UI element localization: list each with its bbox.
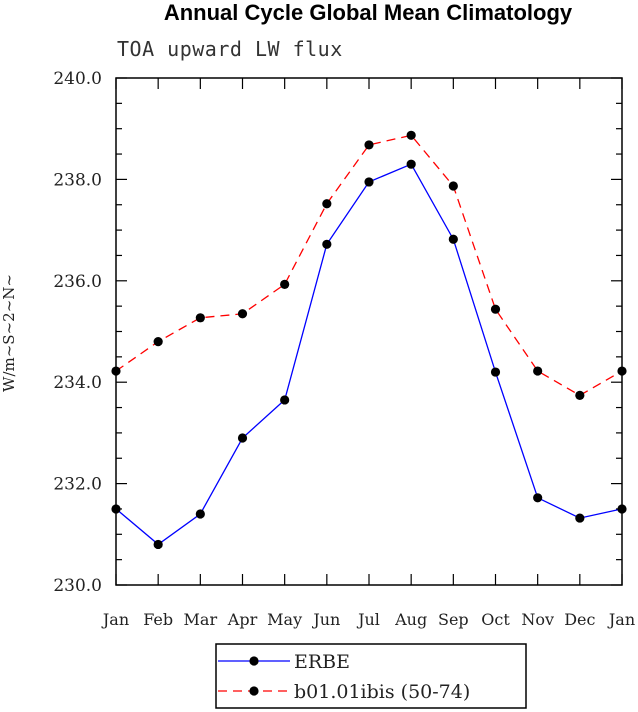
legend-marker-erbe [249, 656, 259, 666]
x-tick-label: Mar [184, 610, 218, 629]
series-0-point [617, 504, 627, 514]
x-tick-label: Jan [607, 610, 635, 629]
series-1-point [490, 304, 501, 314]
series-1-point [617, 366, 627, 376]
series-1-point [280, 279, 290, 289]
plot-frame [115, 77, 623, 586]
x-tick-label: Nov [521, 610, 554, 629]
legend-label-b01: b01.01ibis (50-74) [294, 681, 470, 703]
series-0-point [364, 177, 374, 187]
x-tick-label: May [267, 610, 302, 629]
axes: 230.0 232.0 234.0 236.0 238.0 240.0 Jan Feb Mar A… [53, 69, 635, 629]
series-0-point [195, 509, 205, 519]
legend-marker-b01 [249, 686, 259, 696]
x-tick-label: Dec [564, 610, 595, 629]
legend-box [215, 643, 527, 709]
chart-subtitle: TOA upward LW flux [117, 37, 343, 61]
series-1-point [322, 199, 332, 209]
series-1-point [406, 130, 416, 140]
x-tick-label: Jan [101, 610, 129, 629]
series-1-point [237, 309, 248, 319]
y-tick-label: 232.0 [53, 475, 102, 495]
series-1-point [364, 140, 374, 150]
y-tick-label: 240.0 [53, 69, 102, 89]
series-0-point [322, 239, 332, 249]
y-axis-label: W/m~S~2~N~ [0, 274, 18, 392]
series-0-point [490, 367, 501, 377]
series-line-0 [115, 163, 623, 546]
x-tick-label: Jul [356, 610, 380, 629]
chart-title: Annual Cycle Global Mean Climatology [164, 0, 573, 25]
legend: ERBE b01.01ibis (50-74) [215, 643, 527, 709]
x-tick-label: Oct [481, 610, 510, 629]
series-0-point [280, 395, 290, 405]
x-tick-label: Apr [227, 610, 258, 629]
x-tick-label: Aug [394, 610, 427, 629]
x-tick-label: Jun [311, 610, 340, 629]
series-0-point [533, 493, 543, 503]
series-0-point [153, 539, 163, 550]
series-1-point [195, 313, 205, 323]
series-1-point [153, 337, 163, 347]
series-line-1 [115, 134, 623, 397]
series-1-point [448, 181, 458, 191]
x-tick-label: Sep [438, 610, 469, 629]
series-0-point [448, 234, 458, 244]
series-1-point [111, 366, 121, 376]
y-tick-label: 236.0 [53, 272, 102, 292]
series-0-point [575, 513, 585, 523]
legend-label-erbe: ERBE [294, 651, 350, 673]
y-tick-label: 238.0 [53, 170, 102, 190]
y-tick-label: 234.0 [53, 373, 102, 393]
y-tick-label: 230.0 [53, 576, 102, 596]
series-1-point [533, 366, 543, 376]
x-tick-label: Feb [143, 610, 173, 629]
series-0-point [237, 433, 248, 443]
series-layer [111, 130, 627, 550]
series-0-point [111, 504, 121, 514]
series-1-point [575, 390, 585, 400]
series-0-point [406, 159, 416, 169]
